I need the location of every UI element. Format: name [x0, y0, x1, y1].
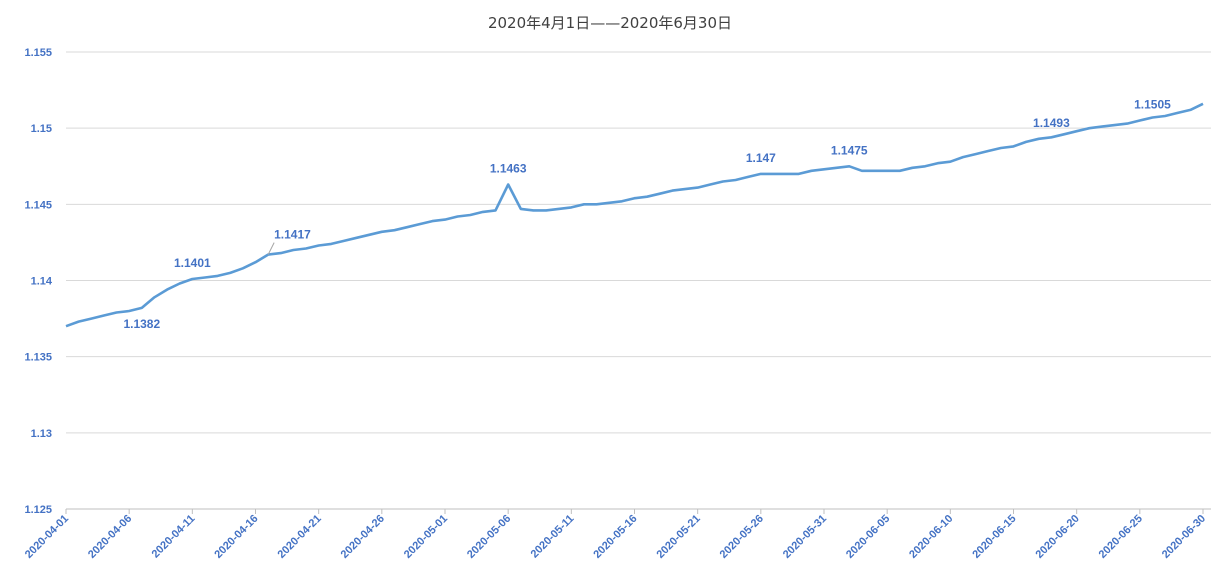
x-tick-label: 2020-04-26 — [339, 513, 387, 561]
x-tick-label: 2020-04-01 — [23, 513, 71, 561]
y-tick-label: 1.14 — [31, 276, 53, 288]
data-label: 1.1493 — [1033, 116, 1070, 130]
x-tick-label: 2020-06-05 — [844, 513, 892, 561]
x-axis-ticks: 2020-04-01 2020-04-06 2020-04-11 2020-04-16… — [23, 509, 1208, 561]
data-label: 1.1417 — [274, 228, 311, 242]
y-tick-label: 1.125 — [24, 504, 52, 516]
y-tick-label: 1.155 — [24, 47, 52, 59]
x-tick-label: 2020-05-21 — [655, 513, 703, 561]
x-tick-label: 2020-06-30 — [1160, 513, 1208, 561]
x-tick-label: 2020-06-15 — [970, 513, 1018, 561]
x-tick-label: 2020-05-16 — [591, 513, 639, 561]
x-tick-label: 2020-05-26 — [718, 513, 766, 561]
series-group — [65, 102, 1204, 328]
data-label: 1.1475 — [831, 143, 868, 157]
data-label: 1.1382 — [123, 317, 160, 331]
y-tick-label: 1.145 — [24, 199, 52, 211]
data-label-leader — [267, 242, 275, 255]
x-tick-label: 2020-04-21 — [276, 513, 324, 561]
x-tick-label: 2020-05-31 — [781, 513, 829, 561]
y-tick-label: 1.13 — [31, 428, 52, 440]
y-tick-label: 1.135 — [24, 352, 52, 364]
x-tick-label: 2020-04-11 — [150, 513, 198, 561]
data-labels: 1.1382 1.1401 1.1417 1.1463 1.147 1.1475 1.149… — [123, 98, 1171, 331]
x-tick-label: 2020-06-20 — [1034, 513, 1082, 561]
data-label: 1.147 — [746, 151, 776, 165]
x-tick-label: 2020-06-10 — [907, 513, 955, 561]
chart-title: 2020年4月1日——2020年6月30日 — [488, 14, 732, 32]
x-tick-label: 2020-04-16 — [212, 513, 260, 561]
x-tick-label: 2020-06-25 — [1097, 513, 1145, 561]
y-tick-label: 1.15 — [31, 123, 52, 135]
x-tick-label: 2020-05-06 — [465, 513, 513, 561]
x-tick-label: 2020-05-01 — [402, 513, 450, 561]
y-axis-ticks: 1.125 1.13 1.135 1.14 1.145 1.15 1.155 — [24, 47, 52, 516]
x-tick-label: 2020-05-11 — [529, 513, 577, 561]
data-label: 1.1401 — [174, 256, 211, 270]
data-label: 1.1463 — [490, 162, 527, 176]
data-label: 1.1505 — [1134, 98, 1171, 112]
series-line — [65, 102, 1204, 328]
x-tick-label: 2020-04-06 — [86, 513, 134, 561]
gridlines — [66, 51, 1211, 510]
